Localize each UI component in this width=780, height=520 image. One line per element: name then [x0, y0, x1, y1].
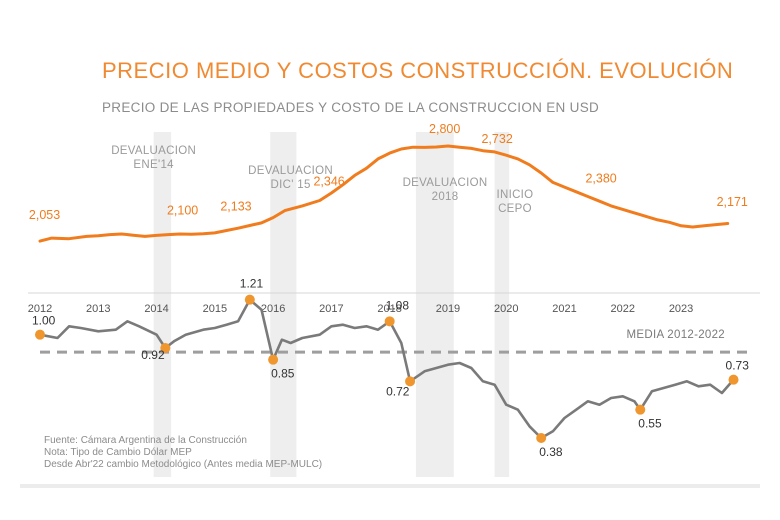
ratio-data-label: 1.08: [386, 298, 410, 312]
ratio-data-label: 0.85: [271, 367, 295, 381]
footnote-line: Nota: Tipo de Cambio Dólar MEP: [44, 447, 192, 458]
ratio-series-line: [38, 298, 735, 440]
x-tick-label: 2020: [494, 303, 518, 315]
bottom-rule: [20, 484, 760, 488]
price-data-label: 2,133: [220, 199, 251, 213]
x-tick-label: 2023: [669, 303, 693, 315]
ratio-marker: [160, 343, 171, 353]
event-band-label: DEVALUACION: [111, 145, 196, 157]
x-tick-label: 2022: [611, 303, 635, 315]
series-lines: [38, 144, 735, 440]
ratio-data-label: 0.55: [638, 417, 662, 431]
ratio-marker: [384, 316, 395, 327]
event-bands: DEVALUACION ENE'14 DEVALUACION DIC' 15 DEVAL…: [111, 132, 533, 477]
chart-subtitle: PRECIO DE LAS PROPIEDADES Y COSTO DE LA …: [102, 100, 599, 115]
mean-line-label: MEDIA 2012-2022: [627, 329, 725, 341]
event-band-label: DEVALUACION: [248, 165, 333, 177]
x-tick-label: 2017: [319, 303, 343, 315]
data-labels: 2,053 2,100 2,133 2,346 2,800 2,732 2,380 2,171…: [29, 122, 749, 459]
event-band-label: INICIO: [496, 189, 533, 201]
ratio-marker: [35, 329, 45, 340]
ratio-data-label: 1.00: [32, 314, 56, 328]
x-tick-label: 2018: [377, 303, 401, 315]
x-tick-label: 2021: [552, 303, 576, 315]
ratio-marker: [536, 433, 547, 443]
ratio-data-label: 0.38: [539, 445, 563, 459]
footnotes: Fuente: Cámara Argentina de la Construcc…: [44, 435, 322, 470]
event-band-2: [270, 132, 297, 477]
ratio-marker: [405, 376, 416, 387]
ratio-marker: [244, 294, 255, 305]
x-tick-label: 2014: [144, 303, 168, 315]
footnote-line: Fuente: Cámara Argentina de la Construcc…: [44, 435, 247, 446]
price-series-line: [38, 144, 730, 243]
price-data-label: 2,732: [481, 132, 512, 146]
x-tick-label: 2015: [203, 303, 227, 315]
price-data-label: 2,380: [585, 171, 616, 185]
ratio-marker: [635, 404, 646, 415]
mean-line-group: MEDIA 2012-2022: [40, 329, 752, 354]
x-tick-label: 2016: [261, 303, 285, 315]
footnote-line: Desde Abr'22 cambio Metodológico (Antes …: [44, 459, 322, 470]
x-tick-label: 2012: [28, 303, 52, 315]
series-markers: [35, 294, 739, 443]
x-tick-label: 2013: [86, 303, 110, 315]
event-band-label: DIC' 15: [271, 179, 311, 191]
ratio-data-label: 0.73: [726, 359, 750, 373]
event-band-label: DEVALUACION: [403, 177, 488, 189]
ratio-data-label: 1.21: [240, 277, 264, 291]
event-band-3: [415, 132, 454, 477]
event-band-label: ENE'14: [133, 159, 174, 171]
chart-title: PRECIO MEDIO Y COSTOS CONSTRUCCIÓN. EVOL…: [102, 58, 733, 83]
price-data-label: 2,171: [717, 195, 748, 209]
event-band-label: CEPO: [498, 203, 532, 215]
x-tick-label: 2019: [436, 303, 460, 315]
price-data-label: 2,100: [167, 203, 198, 217]
ratio-data-label: 0.72: [386, 384, 410, 398]
ratio-marker: [728, 374, 739, 385]
x-tick-labels: 2012 2013 2014 2015 2016 2017 2018 2019 2020 2021…: [28, 303, 694, 315]
event-band-1: [153, 132, 172, 477]
ratio-data-label: 0.92: [141, 348, 165, 362]
event-band-label: 2018: [432, 191, 459, 203]
price-data-label: 2,346: [313, 174, 344, 188]
price-data-label: 2,053: [29, 208, 60, 222]
ratio-marker: [268, 354, 279, 365]
price-data-label: 2,800: [429, 122, 460, 136]
